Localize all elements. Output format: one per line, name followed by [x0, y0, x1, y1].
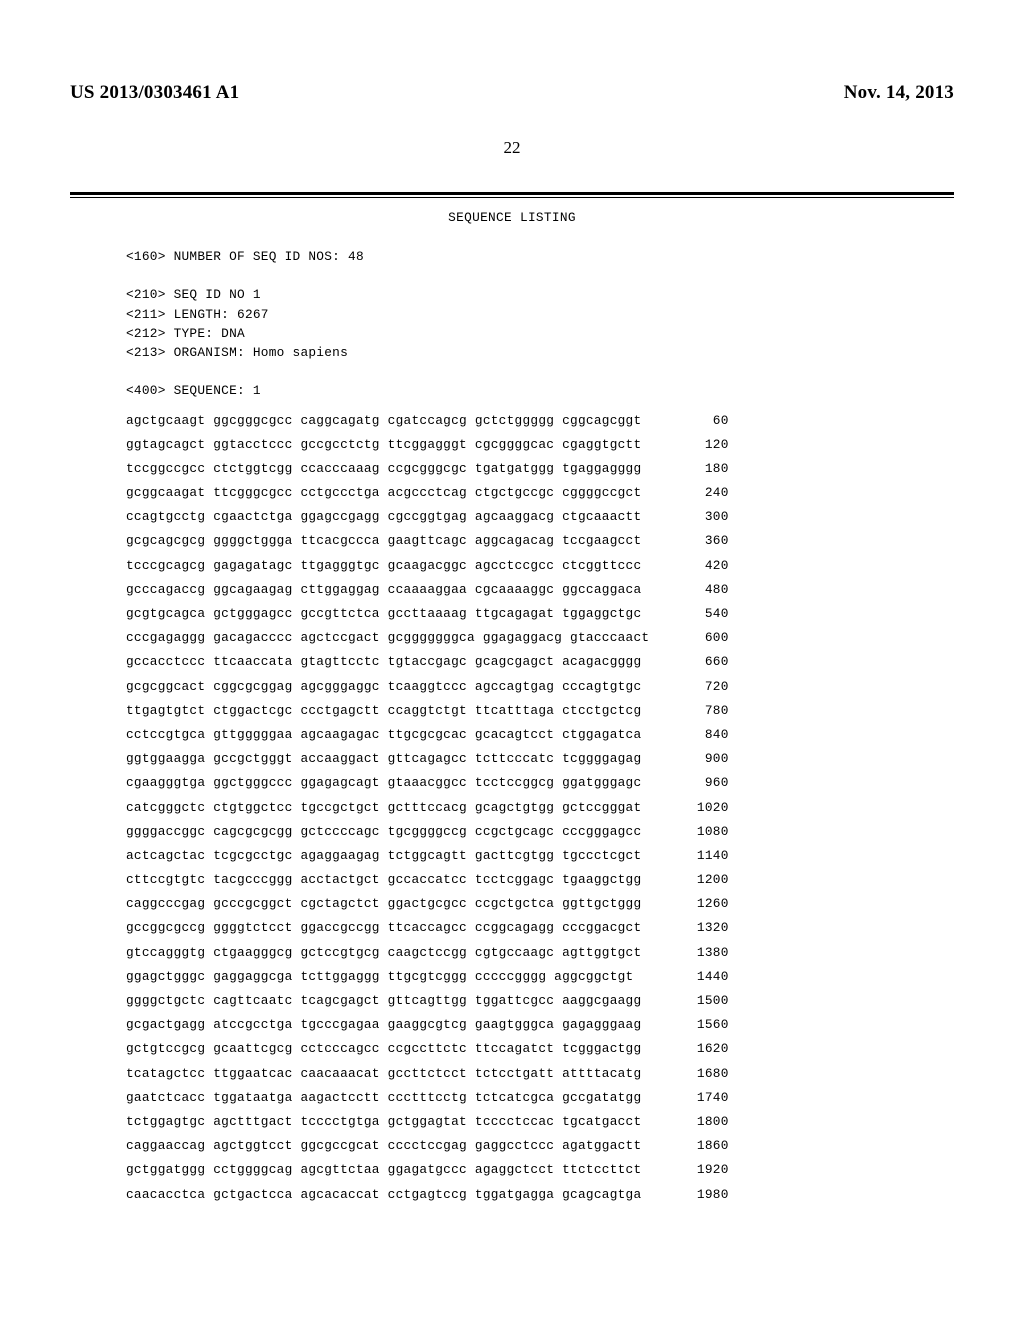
page-header: US 2013/0303461 A1 Nov. 14, 2013 22: [0, 0, 1024, 158]
sequence-row: ggggaccggc cagcgcgcgg gctccccagc tgcgggg…: [126, 826, 954, 839]
sequence-row: tcatagctcc ttggaatcac caacaaacat gccttct…: [126, 1068, 954, 1081]
sequence-row: gccggcgccg ggggtctcct ggaccgccgg ttcacca…: [126, 922, 954, 935]
sequence-row: gcgcggcact cggcgcggag agcgggaggc tcaaggt…: [126, 681, 954, 694]
sequence-row: gcggcaagat ttcgggcgcc cctgccctga acgccct…: [126, 487, 954, 500]
sequence-row: gcgactgagg atccgcctga tgcccgagaa gaaggcg…: [126, 1019, 954, 1032]
listing-title: SEQUENCE LISTING: [70, 210, 954, 225]
sequence-row: gtccagggtg ctgaagggcg gctccgtgcg caagctc…: [126, 947, 954, 960]
sequence-row: ccagtgcctg cgaactctga ggagccgagg cgccggt…: [126, 511, 954, 524]
sequence-row: cttccgtgtc tacgcccggg acctactgct gccacca…: [126, 874, 954, 887]
sequence-row: ggggctgctc cagttcaatc tcagcgagct gttcagt…: [126, 995, 954, 1008]
sequence-metadata: <160> NUMBER OF SEQ ID NOS: 48 <210> SEQ…: [126, 247, 954, 401]
sequence-row: gccacctccc ttcaaccata gtagttcctc tgtaccg…: [126, 656, 954, 669]
sequence-row: caacacctca gctgactcca agcacaccat cctgagt…: [126, 1189, 954, 1202]
sequence-row: ttgagtgtct ctggactcgc ccctgagctt ccaggtc…: [126, 705, 954, 718]
rule-thick: [70, 192, 954, 195]
sequence-row: gaatctcacc tggataatga aagactcctt ccctttc…: [126, 1092, 954, 1105]
sequence-row: actcagctac tcgcgcctgc agaggaagag tctggca…: [126, 850, 954, 863]
sequence-row: caggcccgag gcccgcggct cgctagctct ggactgc…: [126, 898, 954, 911]
sequence-row: cgaagggtga ggctgggccc ggagagcagt gtaaacg…: [126, 777, 954, 790]
header-row: US 2013/0303461 A1 Nov. 14, 2013: [70, 82, 954, 104]
sequence-row: gcgtgcagca gctgggagcc gccgttctca gccttaa…: [126, 608, 954, 621]
sequence-row: cctccgtgca gttgggggaa agcaagagac ttgcgcg…: [126, 729, 954, 742]
sequence-row: ggagctgggc gaggaggcga tcttggaggg ttgcgtc…: [126, 971, 954, 984]
sequence-row: agctgcaagt ggcgggcgcc caggcagatg cgatcca…: [126, 415, 954, 428]
sequence-row: gctggatggg cctggggcag agcgttctaa ggagatg…: [126, 1164, 954, 1177]
sequence-row: ggtggaagga gccgctgggt accaaggact gttcaga…: [126, 753, 954, 766]
sequence-row: caggaaccag agctggtcct ggcgccgcat cccctcc…: [126, 1140, 954, 1153]
sequence-row: tctggagtgc agctttgact tcccctgtga gctggag…: [126, 1116, 954, 1129]
sequence-row: ggtagcagct ggtacctccc gccgcctctg ttcggag…: [126, 439, 954, 452]
sequence-row: cccgagaggg gacagacccc agctccgact gcggggg…: [126, 632, 954, 645]
content-area: SEQUENCE LISTING <160> NUMBER OF SEQ ID …: [70, 198, 954, 1201]
sequence-row: tccggccgcc ctctggtcgg ccacccaaag ccgcggg…: [126, 463, 954, 476]
sequence-row: gcccagaccg ggcagaagag cttggaggag ccaaaag…: [126, 584, 954, 597]
sequence-row: gcgcagcgcg ggggctggga ttcacgccca gaagttc…: [126, 535, 954, 548]
page-number: 22: [70, 138, 954, 158]
sequence-row: catcgggctc ctgtggctcc tgccgctgct gctttcc…: [126, 802, 954, 815]
sequence-row: gctgtccgcg gcaattcgcg cctcccagcc ccgcctt…: [126, 1043, 954, 1056]
publication-date: Nov. 14, 2013: [844, 82, 954, 104]
publication-number: US 2013/0303461 A1: [70, 82, 239, 104]
sequence-table: agctgcaagt ggcgggcgcc caggcagatg cgatcca…: [126, 415, 954, 1202]
sequence-row: tcccgcagcg gagagatagc ttgagggtgc gcaagac…: [126, 560, 954, 573]
